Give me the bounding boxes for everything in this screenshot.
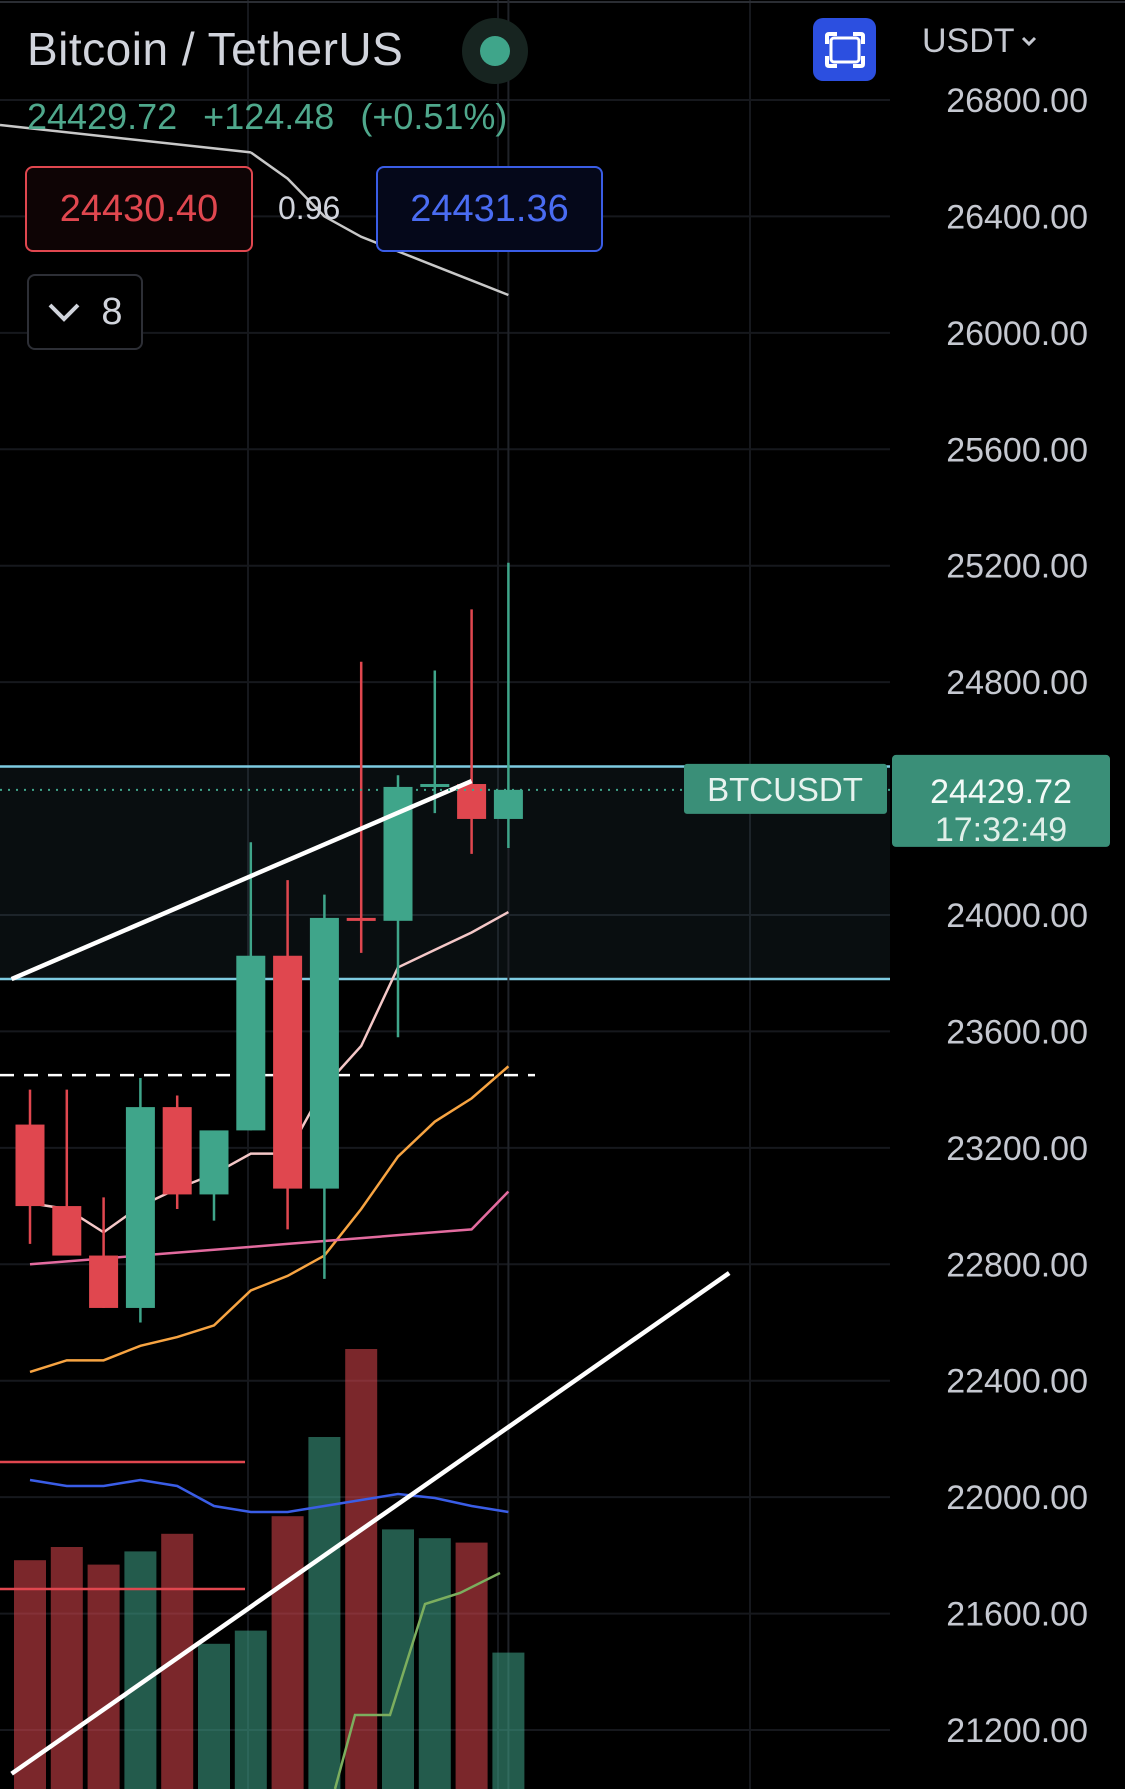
candle-body: [89, 1255, 119, 1308]
oscillator-line: [333, 1571, 501, 1789]
volume-bar: [124, 1551, 157, 1789]
spread-value: 0.96: [278, 190, 341, 226]
candle-body: [273, 955, 303, 1189]
symbol-title[interactable]: Bitcoin / TetherUS: [27, 23, 404, 75]
volume-bar: [418, 1538, 451, 1789]
y-axis-tick-label: 23600.00: [946, 1013, 1088, 1051]
candle-body: [236, 955, 266, 1131]
volume-bar: [492, 1652, 525, 1789]
moving-average-line: [29, 910, 510, 1234]
market-status-dot: [480, 36, 510, 66]
candle-body: [493, 789, 523, 819]
candle-body: [346, 917, 376, 921]
y-axis-tick-label: 24800.00: [946, 664, 1088, 702]
y-axis-tick-label: 24000.00: [946, 897, 1088, 935]
candle-body: [309, 917, 339, 1189]
trendline: [10, 1271, 731, 1776]
fullscreen-button[interactable]: [813, 18, 876, 81]
moving-average-line: [29, 1190, 510, 1266]
volume-average-line: [29, 1478, 509, 1514]
candle-body: [162, 1107, 192, 1195]
y-axis-tick-label: 25200.00: [946, 548, 1088, 586]
volume-bar: [161, 1533, 194, 1789]
volume-bar: [455, 1542, 488, 1789]
volume-bar: [198, 1643, 230, 1789]
volume-bar: [234, 1630, 267, 1789]
trendline: [10, 779, 473, 982]
chevron-down-icon: [49, 303, 80, 322]
candle-body: [420, 784, 450, 788]
price-badge: [892, 754, 1110, 847]
y-axis-tick-label: 26800.00: [946, 82, 1088, 120]
candle-body: [15, 1124, 45, 1207]
fullscreen-icon: [824, 31, 865, 68]
buy-button[interactable]: 24431.36: [376, 166, 603, 252]
indicators-count: 8: [101, 290, 123, 333]
y-axis-tick-label: 22800.00: [946, 1246, 1088, 1284]
volume-bar: [50, 1547, 83, 1789]
y-axis-tick-label: 22000.00: [946, 1479, 1088, 1517]
candle-body: [125, 1107, 155, 1308]
chevron-down-icon: [1021, 36, 1036, 46]
volume-bar: [382, 1529, 414, 1789]
price-change: +124.48: [203, 96, 335, 137]
y-axis-tick-label: 25600.00: [946, 431, 1088, 469]
price-badge-countdown: 17:32:49: [935, 811, 1067, 849]
y-axis-tick-label: 26000.00: [946, 315, 1088, 353]
currency-label: USDT: [922, 22, 1015, 60]
price-change-percent: (+0.51%): [360, 96, 508, 137]
y-axis-tick-label: 22400.00: [946, 1363, 1088, 1401]
moving-average-line: [0, 123, 251, 154]
price-summary: 24429.72 +124.48 (+0.51%): [27, 96, 523, 138]
last-price: 24429.72: [27, 96, 178, 137]
volume-bar: [271, 1516, 304, 1789]
sell-button[interactable]: 24430.40: [25, 166, 253, 252]
y-axis-tick-label: 23200.00: [946, 1130, 1088, 1168]
moving-average-line: [29, 1065, 510, 1374]
volume-bar: [308, 1437, 341, 1789]
price-badge-value: 24429.72: [930, 773, 1072, 811]
candle-body: [199, 1130, 229, 1195]
y-axis-tick-label: 21600.00: [946, 1596, 1088, 1634]
candle-body: [52, 1206, 82, 1256]
symbol-label-box: [684, 763, 887, 814]
volume-bar: [345, 1349, 378, 1789]
volume-bar: [87, 1564, 120, 1789]
currency-select[interactable]: USDT: [922, 22, 1037, 61]
y-axis-tick-label: 21200.00: [946, 1712, 1088, 1750]
symbol-label: BTCUSDT: [707, 771, 863, 808]
indicators-toggle-button[interactable]: 8: [27, 274, 143, 350]
y-axis-tick-label: 26400.00: [946, 198, 1088, 236]
